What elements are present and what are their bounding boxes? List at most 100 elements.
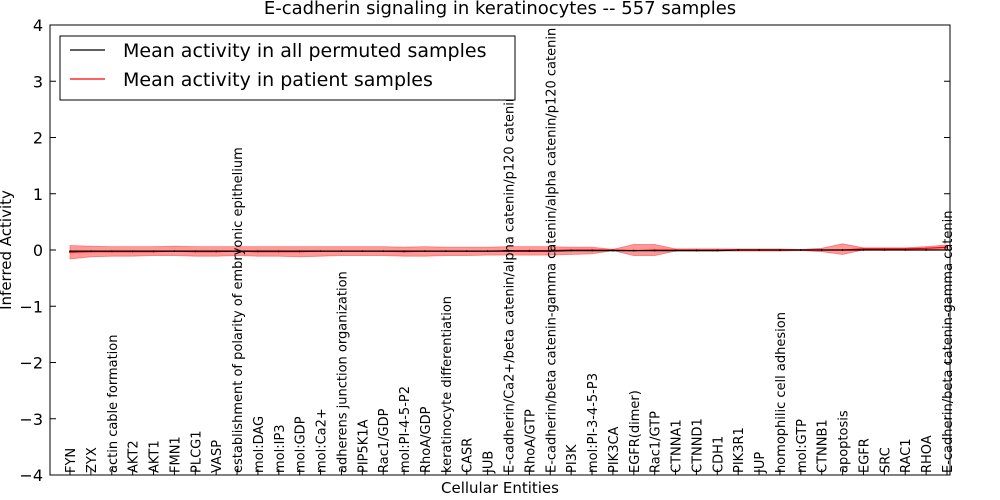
- data-point-permuted: [799, 249, 802, 251]
- y-tick-label: −2: [19, 354, 43, 373]
- x-tick-label: ZYX: [85, 447, 100, 473]
- data-point-permuted: [549, 250, 552, 253]
- data-point-permuted: [236, 250, 238, 253]
- data-point-permuted: [591, 249, 593, 252]
- y-tick-label: 3: [33, 72, 43, 91]
- data-point-permuted: [486, 250, 489, 253]
- data-point-permuted: [737, 249, 740, 251]
- data-point-patient: [925, 247, 928, 250]
- data-point-permuted: [152, 250, 155, 253]
- data-point-permuted: [277, 250, 280, 253]
- x-tick-label: mol:DAG: [252, 416, 267, 473]
- data-point-permuted: [361, 250, 364, 253]
- data-point-permuted: [444, 250, 447, 253]
- data-point-permuted: [904, 249, 907, 251]
- x-tick-label: FYN: [64, 448, 79, 473]
- x-tick-label: mol:Ca2+: [315, 408, 330, 473]
- x-tick-label: RhoA/GDP: [419, 406, 434, 473]
- data-point-permuted: [89, 250, 92, 253]
- data-point-permuted: [612, 249, 614, 252]
- x-tick-label: CTNND1: [690, 418, 705, 473]
- x-tick-label: CTNNB1: [816, 419, 831, 473]
- y-tick-label: 1: [33, 185, 43, 204]
- x-tick-label: JUB: [482, 451, 497, 474]
- data-point-permuted: [340, 250, 343, 253]
- y-tick-label: 2: [33, 129, 43, 148]
- x-tick-label: SRC: [878, 447, 893, 473]
- x-tick-label: RhoA/GTP: [523, 409, 538, 473]
- x-tick-label: PI3K: [565, 444, 580, 473]
- data-point-permuted: [424, 250, 426, 253]
- data-point-permuted: [194, 250, 197, 253]
- x-tick-label: FMN1: [168, 436, 183, 473]
- x-tick-label: E-cadherin/beta catenin-gamma catenin: [941, 211, 956, 473]
- x-tick-label: adherens junction organization: [336, 271, 351, 473]
- data-point-permuted: [925, 249, 928, 251]
- legend-label-permuted: Mean activity in all permuted samples: [123, 40, 486, 62]
- x-tick-label: AKT2: [127, 440, 142, 473]
- data-point-permuted: [758, 249, 760, 251]
- data-point-permuted: [257, 250, 259, 253]
- y-axis-label: Inferred Activity: [0, 190, 15, 310]
- data-point-permuted: [131, 250, 134, 253]
- data-point-permuted: [653, 249, 656, 252]
- x-tick-label: AKT1: [148, 440, 163, 473]
- data-point-permuted: [779, 249, 781, 251]
- x-axis-label: Cellular Entities: [441, 479, 559, 497]
- data-point-permuted: [69, 250, 71, 253]
- data-point-permuted: [173, 250, 176, 253]
- data-point-permuted: [820, 249, 823, 251]
- x-tick-label: PIP5K1A: [356, 419, 371, 473]
- x-tick-label: mol:PI-3-4-5-P3: [586, 373, 601, 473]
- chart-title: E-cadherin signaling in keratinocytes --…: [264, 0, 736, 19]
- x-tick-label: CDH1: [711, 436, 726, 473]
- x-tick-label: CASR: [461, 438, 476, 473]
- data-point-permuted: [403, 250, 405, 253]
- data-point-permuted: [570, 249, 573, 252]
- data-point-permuted: [695, 249, 698, 252]
- legend: Mean activity in all permuted samples Me…: [59, 35, 516, 101]
- x-tick-label: EGFR(dimer): [628, 390, 643, 473]
- x-tick-label: keratinocyte differentiation: [440, 296, 455, 473]
- x-tick-label: VASP: [210, 440, 225, 473]
- x-tick-label: RHOA: [920, 435, 935, 473]
- x-tick-label: mol:PI-4-5-P2: [398, 386, 413, 473]
- data-point-permuted: [716, 249, 719, 252]
- x-tick-label: mol:GDP: [294, 416, 309, 473]
- legend-label-patient: Mean activity in patient samples: [123, 69, 433, 91]
- x-tick-label: JUP: [753, 452, 768, 474]
- x-tick-label: Rac1/GTP: [649, 411, 664, 473]
- x-tick-label: actin cable formation: [106, 335, 121, 473]
- data-point-permuted: [382, 250, 385, 253]
- x-tick-label: RAC1: [899, 438, 914, 473]
- x-tick-label: Rac1/GDP: [377, 408, 392, 473]
- y-axis-ticks: 4 3 2 1 0 −1 −2 −3 −4: [19, 16, 950, 485]
- data-point-permuted: [674, 249, 677, 252]
- data-point-permuted: [298, 250, 301, 253]
- x-tick-label: mol:GTP: [795, 419, 810, 473]
- y-tick-label: 0: [33, 241, 43, 260]
- x-tick-label: CTNNA1: [670, 419, 685, 473]
- legend-box: [59, 35, 516, 101]
- x-tick-label: E-cadherin/Ca2+/beta catenin/alpha caten…: [503, 94, 518, 473]
- x-tick-label: mol:IP3: [273, 424, 288, 473]
- y-tick-label: −1: [19, 297, 43, 316]
- x-tick-label: establishment of polarity of embryonic e…: [231, 147, 246, 473]
- data-point-patient: [946, 246, 948, 249]
- data-point-permuted: [507, 250, 510, 253]
- x-tick-label: apoptosis: [837, 410, 852, 473]
- data-point-permuted: [883, 249, 886, 251]
- data-point-permuted: [319, 250, 322, 253]
- x-tick-label: PLCG1: [189, 430, 204, 473]
- data-point-permuted: [528, 250, 531, 253]
- x-tick-label: PIK3R1: [732, 427, 747, 473]
- x-tick-label-layer: FYN ZYX actin cable formation AKT2 AKT1 FMN1 P…: [64, 28, 956, 475]
- y-tick-label: 4: [33, 16, 43, 35]
- y-tick-label: −4: [19, 466, 43, 485]
- data-point-permuted: [215, 250, 218, 253]
- data-point-permuted: [110, 250, 113, 253]
- x-tick-label: EGFR: [858, 438, 873, 473]
- x-tick-label: homophilic cell adhesion: [774, 312, 789, 473]
- data-point-permuted: [465, 250, 468, 253]
